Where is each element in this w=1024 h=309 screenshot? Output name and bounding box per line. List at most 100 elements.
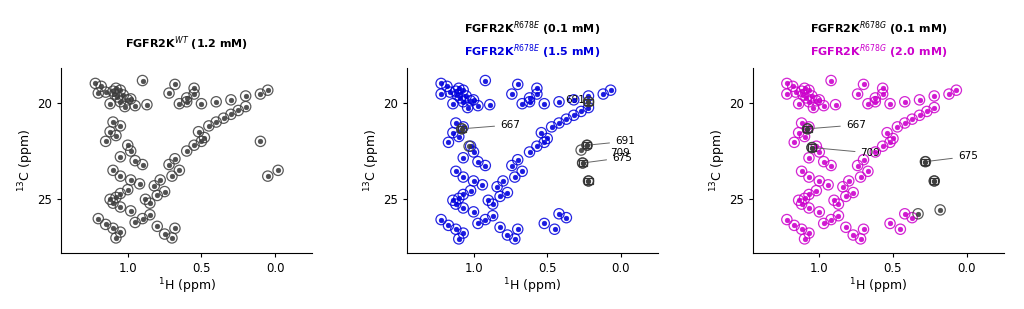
Point <box>447 121 464 125</box>
Point <box>889 125 905 129</box>
Point <box>238 104 254 109</box>
Point <box>474 182 490 187</box>
Point <box>910 211 927 216</box>
Point <box>104 226 121 231</box>
Point <box>447 169 464 174</box>
Point <box>794 227 810 232</box>
Point <box>120 143 136 148</box>
Point <box>514 169 530 174</box>
Point <box>815 221 831 226</box>
Point <box>454 126 470 131</box>
Point <box>223 97 240 102</box>
Point <box>87 81 103 86</box>
Point <box>127 158 143 163</box>
Point <box>131 181 147 186</box>
Point <box>579 143 595 148</box>
Point <box>845 233 861 238</box>
Point <box>440 223 457 228</box>
Point <box>440 140 457 145</box>
Point <box>801 231 817 235</box>
Point <box>186 143 203 148</box>
Point <box>500 233 516 238</box>
Text: 709: 709 <box>610 148 631 158</box>
Point <box>805 105 821 110</box>
Point <box>823 78 840 83</box>
Point <box>455 192 471 197</box>
Point <box>932 207 948 212</box>
Point <box>110 95 126 99</box>
Point <box>194 139 210 144</box>
Point <box>778 217 795 222</box>
Point <box>90 216 106 221</box>
Point <box>860 169 877 174</box>
Point <box>845 190 861 195</box>
Point <box>164 235 180 240</box>
Point <box>447 227 464 232</box>
Point <box>120 143 136 148</box>
Point <box>528 86 545 91</box>
Point <box>113 230 129 235</box>
Point <box>825 198 842 203</box>
Point <box>797 196 813 201</box>
Point <box>860 101 877 106</box>
Point <box>528 144 545 149</box>
Point <box>120 97 136 102</box>
Point <box>867 95 884 100</box>
Point <box>825 198 842 203</box>
Point <box>455 99 471 104</box>
Point <box>579 143 595 148</box>
Point <box>787 90 804 95</box>
Point <box>480 198 497 203</box>
Point <box>544 125 560 129</box>
Point <box>113 174 129 179</box>
Point <box>454 126 470 131</box>
Point <box>150 193 166 198</box>
Point <box>447 121 464 125</box>
Point <box>797 236 813 241</box>
Point <box>230 108 247 113</box>
Point <box>537 140 553 145</box>
Point <box>602 88 618 93</box>
Point <box>581 179 597 184</box>
Point <box>537 221 553 226</box>
Point <box>504 163 520 168</box>
Point <box>93 84 110 89</box>
Point <box>791 130 807 135</box>
Text: FGFR2K$^{R678E}$ (1.5 mM): FGFR2K$^{R678E}$ (1.5 mM) <box>465 42 600 61</box>
Point <box>897 211 913 216</box>
Point <box>113 154 129 159</box>
Point <box>186 91 203 96</box>
Point <box>260 88 276 93</box>
Point <box>115 93 131 98</box>
Point <box>463 144 479 149</box>
Bar <box>458 126 466 132</box>
Point <box>461 144 477 149</box>
Point <box>784 84 801 89</box>
Point <box>510 82 526 87</box>
Point <box>104 168 121 173</box>
Point <box>850 163 866 168</box>
Point <box>558 215 574 220</box>
Bar <box>804 126 812 132</box>
Point <box>455 155 471 160</box>
Point <box>455 155 471 160</box>
Point <box>534 130 550 135</box>
Bar <box>808 145 816 151</box>
Point <box>855 82 871 87</box>
Point <box>823 163 840 168</box>
Point <box>572 109 589 114</box>
Point <box>104 201 121 206</box>
Point <box>108 195 124 200</box>
Point <box>123 149 139 154</box>
Point <box>113 191 129 196</box>
Point <box>477 217 494 222</box>
Point <box>838 194 854 199</box>
Point <box>797 86 813 91</box>
Point <box>470 103 486 108</box>
Point <box>123 209 139 214</box>
Point <box>811 97 827 102</box>
Point <box>823 78 840 83</box>
Point <box>948 88 965 93</box>
Point <box>794 202 810 207</box>
Point <box>528 144 545 149</box>
